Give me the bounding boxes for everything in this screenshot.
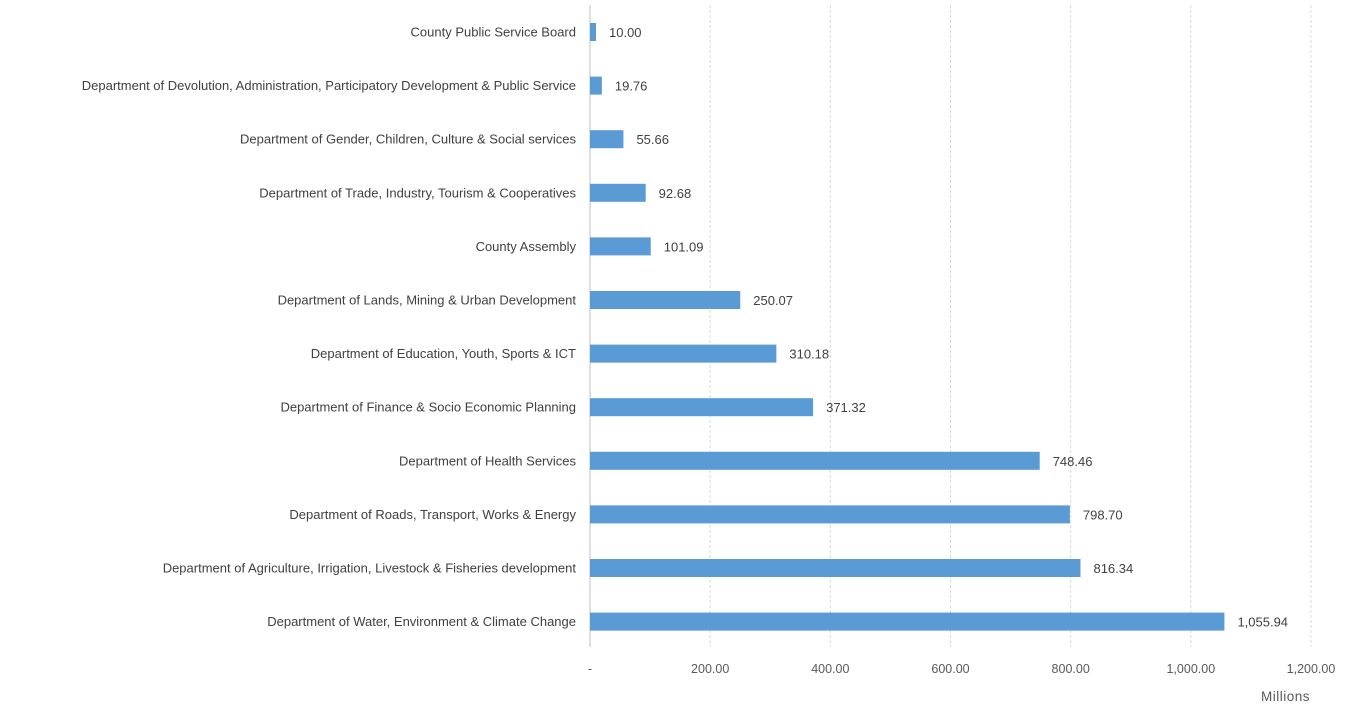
bars <box>590 23 1225 631</box>
x-tick-label: 600.00 <box>931 662 969 676</box>
data-label: 1,055.94 <box>1237 615 1288 630</box>
data-label: 748.46 <box>1053 454 1093 469</box>
category-label: Department of Gender, Children, Culture … <box>240 132 576 147</box>
data-label: 92.68 <box>659 186 692 201</box>
category-label: Department of Agriculture, Irrigation, L… <box>163 561 577 576</box>
category-label: Department of Education, Youth, Sports &… <box>311 346 576 361</box>
x-tick-label: 800.00 <box>1052 662 1090 676</box>
bar <box>590 23 597 41</box>
x-tick-label: 400.00 <box>811 662 849 676</box>
data-label: 250.07 <box>753 293 793 308</box>
x-tick-label: - <box>588 662 592 676</box>
bar <box>590 183 646 202</box>
x-axis-ticks: - 200.00 400.00 600.00 800.00 1,000.00 1,200.0… <box>588 662 1335 676</box>
category-label: County Assembly <box>476 239 577 254</box>
data-label: 19.76 <box>615 79 648 94</box>
category-label: Department of Water, Environment & Clima… <box>267 614 576 629</box>
gridlines <box>589 5 1312 647</box>
category-labels: County Public Service Board Department of… <box>82 25 577 630</box>
bar <box>590 76 602 95</box>
data-label: 371.32 <box>826 400 866 415</box>
category-label: Department of Finance & Socio Economic P… <box>280 400 576 415</box>
bar <box>590 505 1070 524</box>
bar <box>590 612 1225 631</box>
category-label: Department of Lands, Mining & Urban Deve… <box>278 293 577 308</box>
data-label: 10.00 <box>609 25 642 40</box>
category-label: Department of Roads, Transport, Works & … <box>289 507 576 522</box>
value-labels: 10.00 19.76 55.66 92.68 101.09 250.07 310.18 37… <box>609 25 1288 630</box>
bar <box>590 291 741 309</box>
category-label: Department of Devolution, Administration… <box>82 78 576 93</box>
data-label: 798.70 <box>1083 507 1123 522</box>
bar <box>590 130 624 149</box>
bar <box>590 451 1040 470</box>
data-label: 310.18 <box>789 347 829 362</box>
category-label: Department of Health Services <box>399 453 577 468</box>
data-label: 816.34 <box>1093 561 1133 576</box>
category-label: County Public Service Board <box>411 25 576 40</box>
bar <box>590 398 814 417</box>
data-label: 101.09 <box>664 239 704 254</box>
x-tick-label: 1,000.00 <box>1166 662 1215 676</box>
bar <box>590 344 777 363</box>
category-label: Department of Trade, Industry, Tourism &… <box>259 185 576 200</box>
data-label: 55.66 <box>636 132 669 147</box>
bar <box>590 237 651 256</box>
x-tick-label: 200.00 <box>691 662 729 676</box>
bar <box>590 559 1081 577</box>
x-tick-label: 1,200.00 <box>1287 662 1336 676</box>
x-unit-label: Millions <box>1261 689 1310 704</box>
